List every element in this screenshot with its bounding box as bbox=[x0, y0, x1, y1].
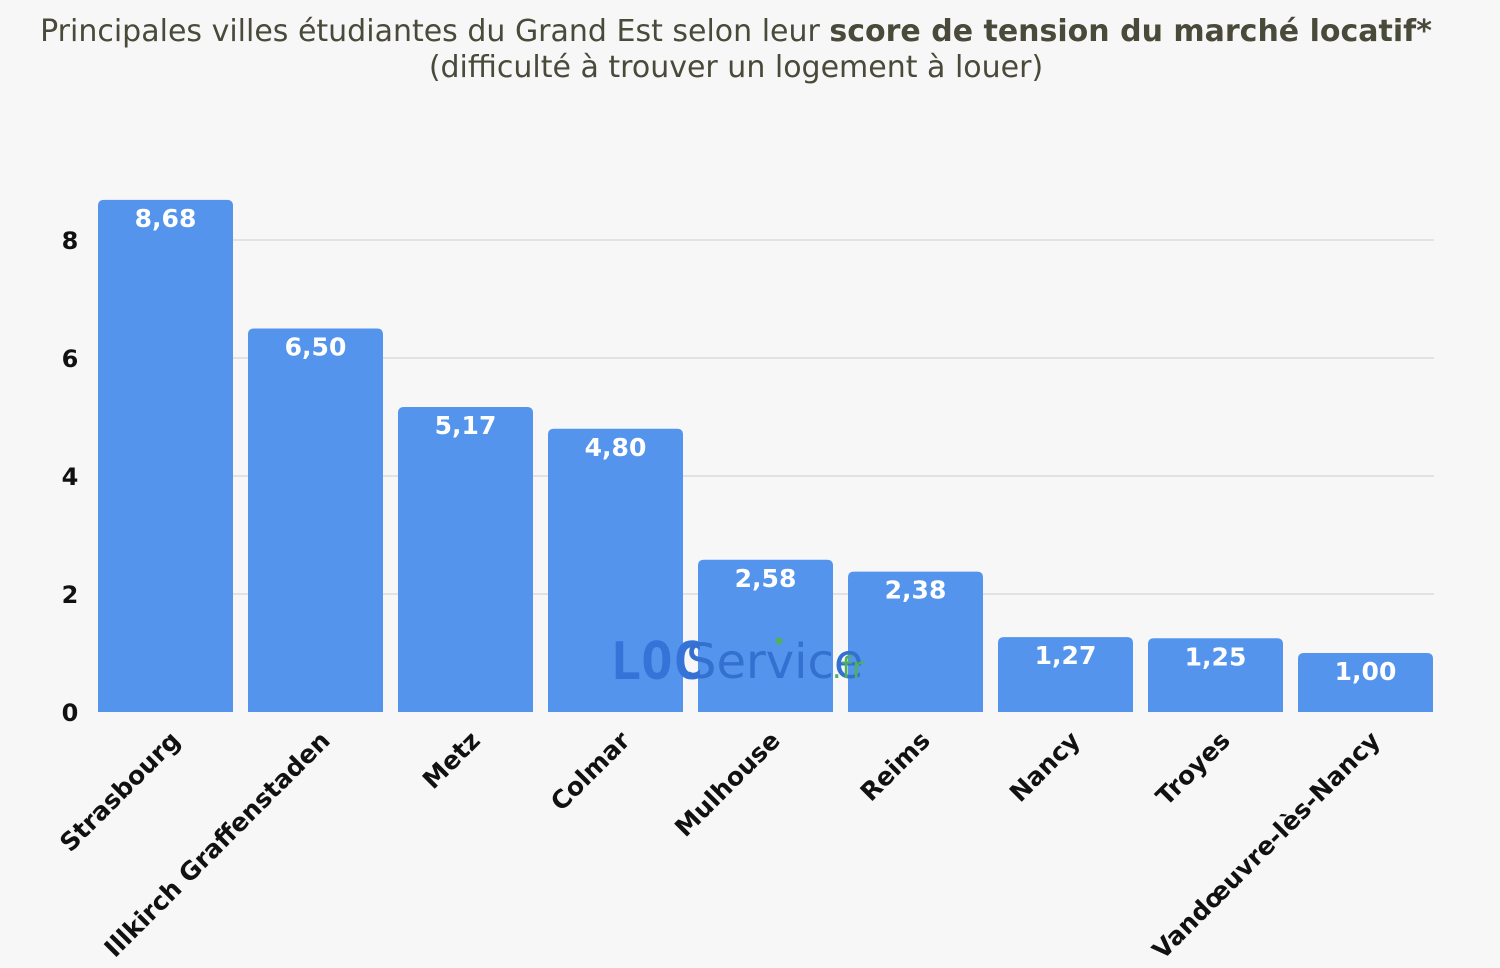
data-label: 5,17 bbox=[435, 411, 497, 440]
bar bbox=[248, 328, 383, 712]
data-label: 6,50 bbox=[285, 333, 347, 362]
x-tick-label: Metz bbox=[417, 726, 486, 795]
y-tick-label: 6 bbox=[62, 345, 79, 373]
bar bbox=[1298, 653, 1433, 712]
data-label: 1,27 bbox=[1035, 641, 1097, 670]
watermark-service: Service bbox=[686, 634, 863, 690]
y-tick-label: 4 bbox=[62, 463, 79, 491]
title-subtitle: (difficulté à trouver un logement à loue… bbox=[428, 50, 1044, 85]
data-label: 2,38 bbox=[885, 576, 947, 605]
bar bbox=[398, 406, 533, 712]
bar bbox=[698, 559, 833, 712]
bar bbox=[548, 428, 683, 712]
bar bbox=[98, 199, 233, 712]
watermark-dot bbox=[775, 637, 783, 645]
chart-title: Principales villes étudiantes du Grand E… bbox=[0, 14, 1472, 86]
watermark-loc: LOC bbox=[610, 632, 704, 692]
y-tick-label: 2 bbox=[62, 581, 79, 609]
data-label: 4,80 bbox=[585, 433, 647, 462]
x-tick-label: Nancy bbox=[1004, 726, 1086, 808]
watermark-tld: .fr bbox=[832, 651, 865, 686]
x-tick-label: Mulhouse bbox=[669, 726, 786, 843]
bar bbox=[1148, 638, 1283, 712]
data-label: 2,58 bbox=[735, 564, 797, 593]
data-label: 1,25 bbox=[1185, 642, 1247, 671]
data-label: 1,00 bbox=[1335, 657, 1397, 686]
title-bold: score de tension du marché locatif* bbox=[829, 14, 1432, 49]
x-tick-label: Strasbourg bbox=[54, 726, 186, 858]
x-tick-label: Colmar bbox=[545, 725, 636, 816]
bar bbox=[998, 637, 1133, 712]
x-tick-label: Troyes bbox=[1150, 726, 1236, 812]
y-tick-label: 8 bbox=[62, 227, 79, 255]
title-regular: Principales villes étudiantes du Grand E… bbox=[40, 14, 830, 49]
bar bbox=[848, 571, 983, 712]
y-tick-label: 0 bbox=[62, 699, 79, 727]
x-tick-label: Reims bbox=[855, 726, 936, 807]
data-label: 8,68 bbox=[135, 204, 197, 233]
